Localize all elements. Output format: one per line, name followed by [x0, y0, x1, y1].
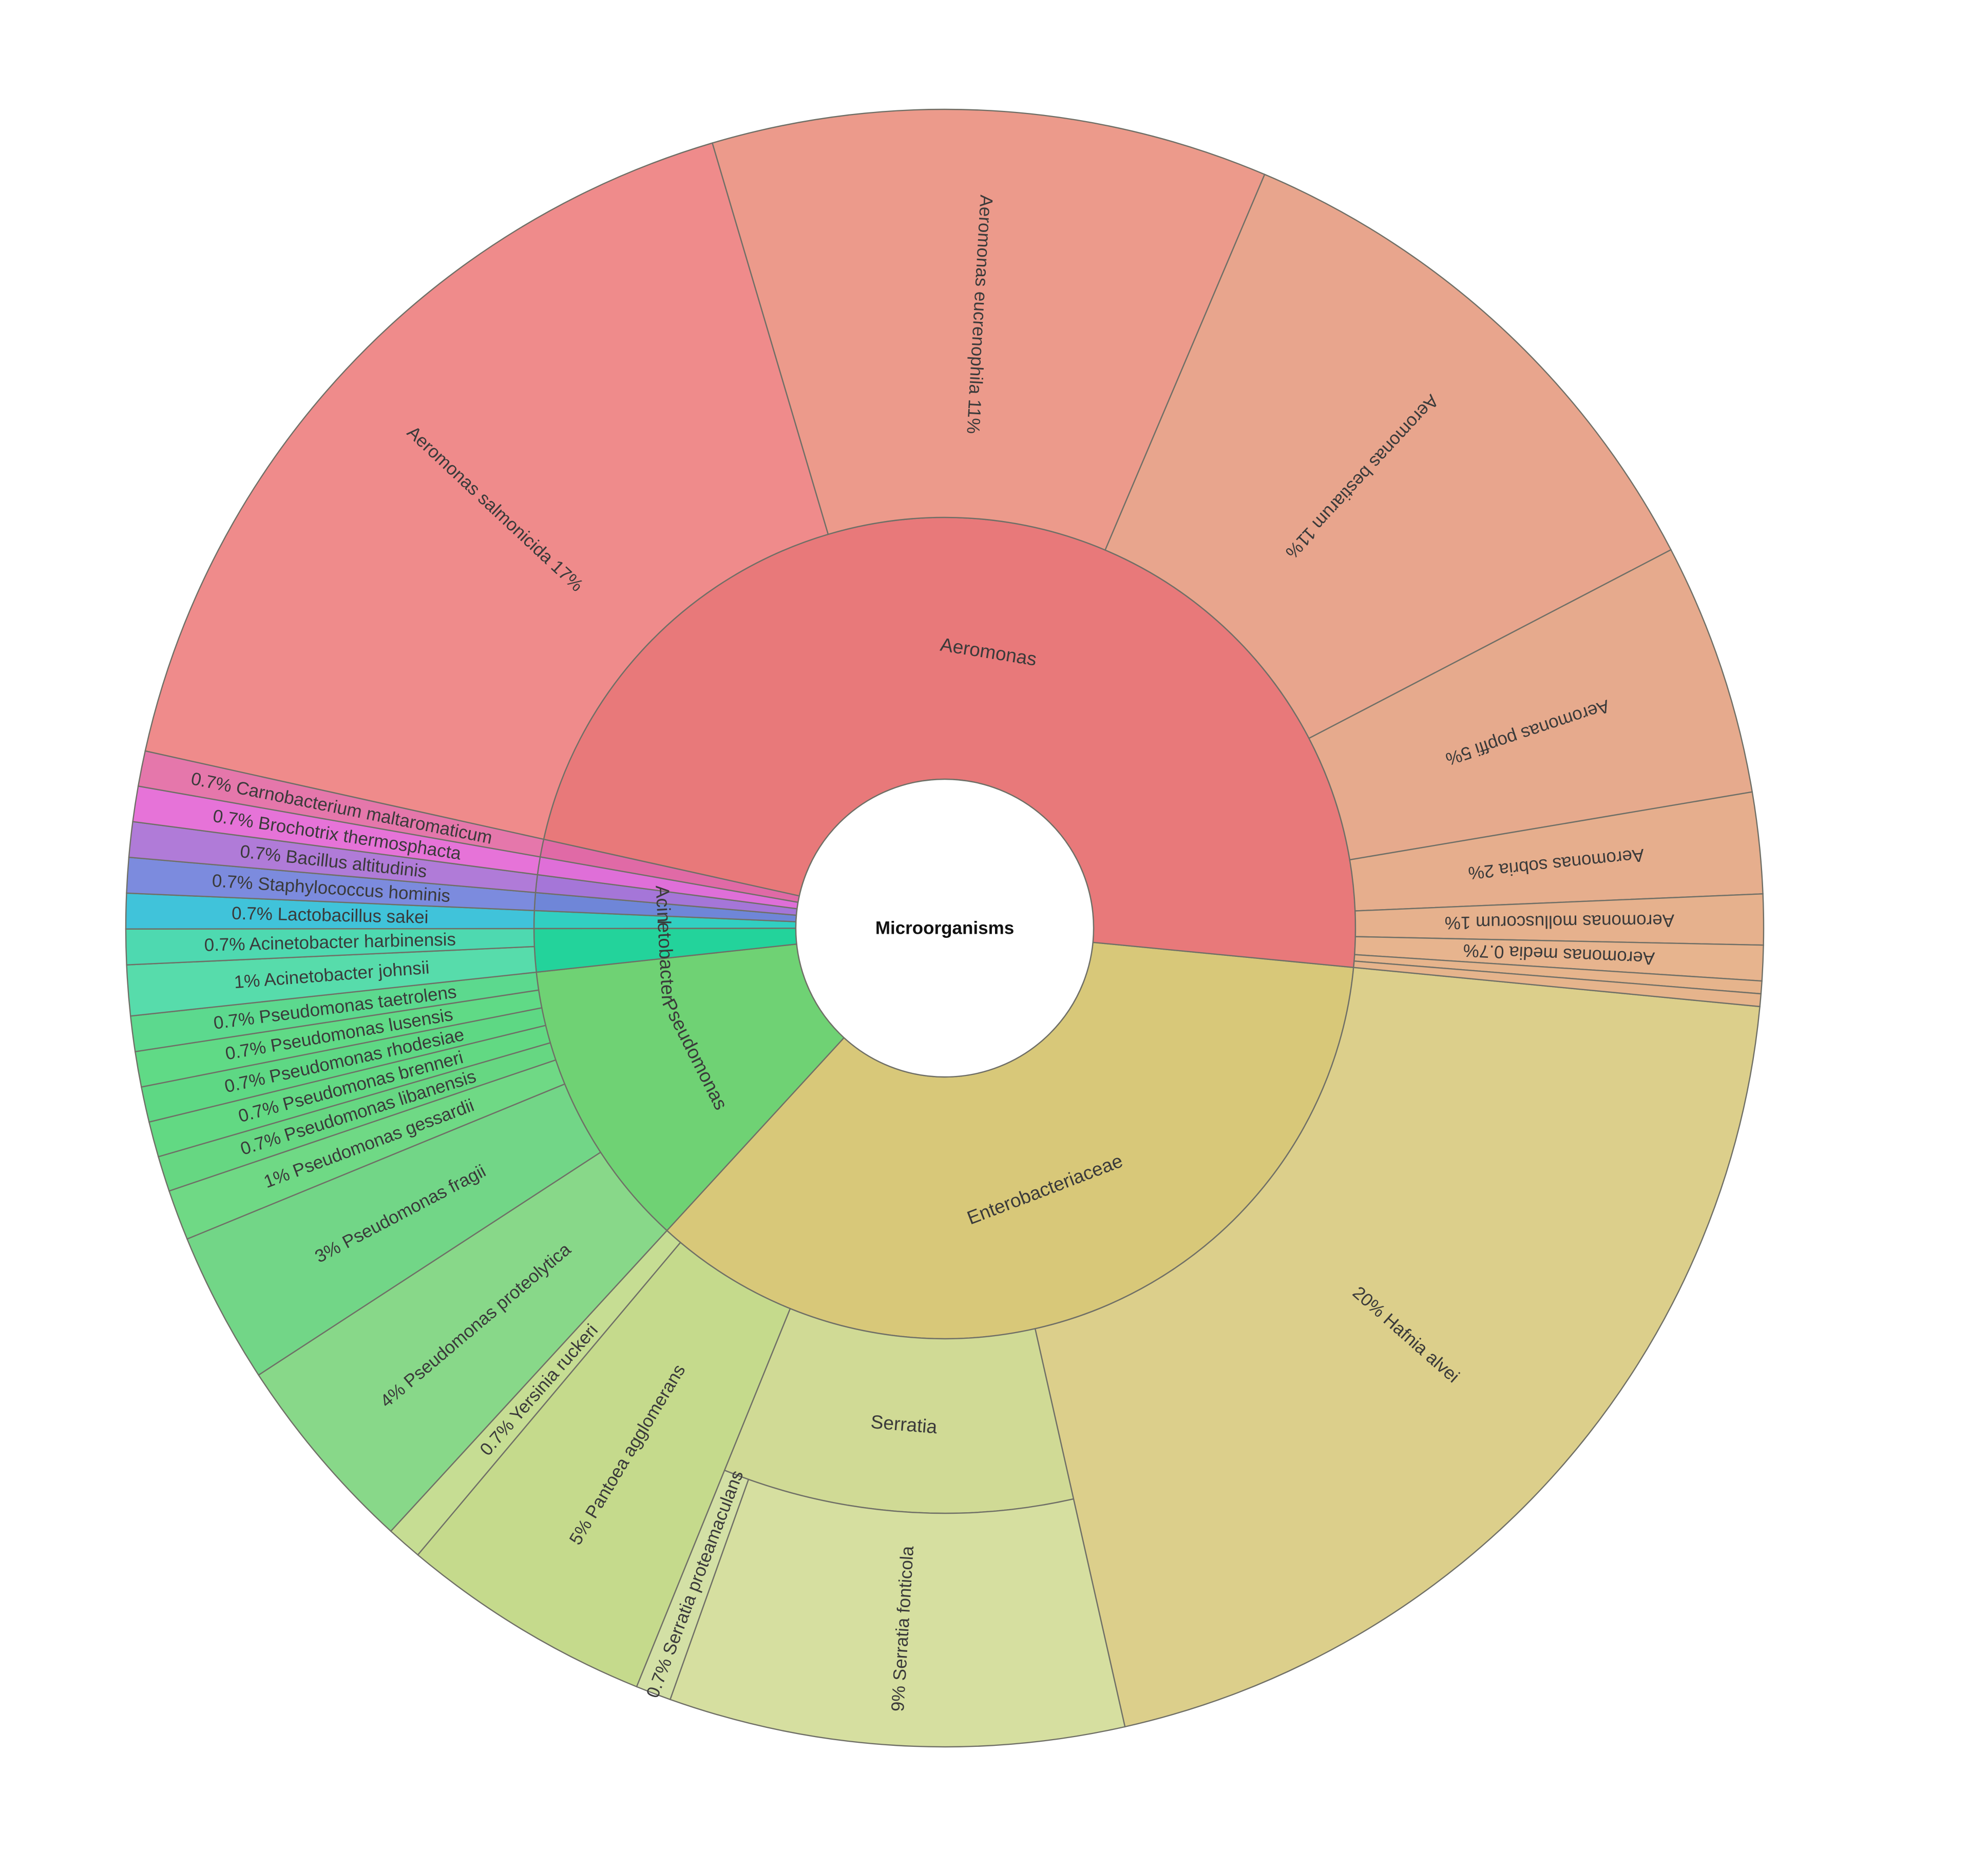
leaf-label-lactobacillus-sakei: 0.7% Lactobacillus sakei — [232, 903, 429, 928]
leaf-segment-aeromonas-salmonicida — [144, 142, 829, 840]
leaf-segment-aeromonas-bestiarum — [1104, 174, 1672, 739]
group-label-l: l — [655, 920, 676, 924]
leaf-segment-group-8-item-8 — [1353, 960, 1762, 1008]
leaf-segment-hafnia-alvei — [1034, 967, 1761, 1728]
center-circle — [795, 778, 1095, 1078]
leaf-segment-aeromonas-eucrenophila — [711, 108, 1266, 551]
chart-segments — [125, 108, 1765, 1748]
leaf-segment-aeromonas-popffi — [1308, 549, 1753, 861]
leaf-label-aeromonas-molluscorum: Aeromonas molluscorum 1% — [1445, 911, 1675, 933]
leaf-segment-pantoea-agglomerans — [417, 1241, 791, 1688]
leaf-segment-serratia-fonticola — [669, 1478, 1126, 1748]
chart-title: Microorganisms — [875, 918, 1014, 938]
